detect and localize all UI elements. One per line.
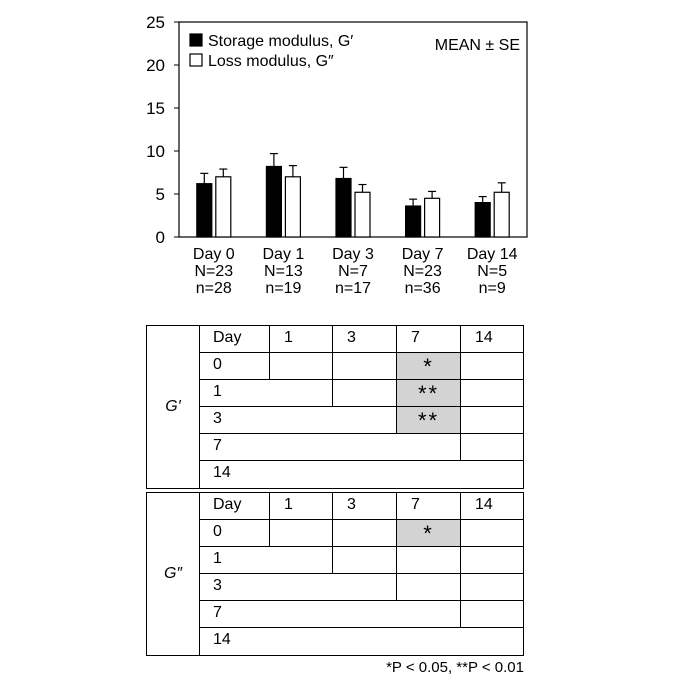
x-category-n: n=17 xyxy=(335,280,371,297)
table-cell xyxy=(461,574,523,601)
storage-bar xyxy=(196,183,213,238)
x-category-N: N=23 xyxy=(194,263,233,280)
legend-label-storage: Storage modulus, G′ xyxy=(208,33,353,50)
y-tick-label: 10 xyxy=(146,142,165,161)
table-header-cell: 3 xyxy=(333,493,397,520)
x-category-N: N=7 xyxy=(338,263,368,280)
x-category-label: Day 0 xyxy=(193,246,235,263)
loss-bar xyxy=(424,197,441,238)
table-cell xyxy=(461,407,523,434)
significance-footnote: *P < 0.05, **P < 0.01 xyxy=(386,659,524,676)
x-category-n: n=19 xyxy=(265,280,301,297)
table-header-cell: 1 xyxy=(270,326,333,353)
loss-bar xyxy=(284,176,301,238)
loss-bar xyxy=(215,176,232,238)
table-cell xyxy=(461,601,523,628)
significance-cell: * xyxy=(397,520,461,547)
storage-bar xyxy=(405,205,422,238)
table-side-column xyxy=(147,493,200,655)
x-category-N: N=23 xyxy=(403,263,442,280)
table-header-cell: Day xyxy=(199,326,270,353)
x-category-N: N=13 xyxy=(264,263,303,280)
storage-bar xyxy=(265,165,282,238)
y-tick-label: 5 xyxy=(156,185,165,204)
storage-bar xyxy=(474,202,491,238)
table-cell xyxy=(333,380,397,407)
table-cell xyxy=(461,520,523,547)
table-row-label: 3 xyxy=(199,407,397,434)
table-side-column xyxy=(147,326,200,488)
x-category-label: Day 3 xyxy=(332,246,374,263)
table-header-cell: 7 xyxy=(397,493,461,520)
table-header-cell: 7 xyxy=(397,326,461,353)
table-label: G″ xyxy=(163,565,183,582)
table-cell xyxy=(270,353,333,380)
y-tick-label: 0 xyxy=(156,228,165,247)
legend-swatch-loss xyxy=(189,53,203,67)
table-row-label: 1 xyxy=(199,380,333,407)
significance-cell: * xyxy=(397,353,461,380)
table-cell xyxy=(397,547,461,574)
table-cell xyxy=(333,547,397,574)
table-row-label: 14 xyxy=(213,631,231,648)
x-category-n: n=36 xyxy=(405,280,441,297)
x-category-n: n=9 xyxy=(479,280,506,297)
significance-cell: ** xyxy=(397,407,461,434)
table-header-cell: 1 xyxy=(270,493,333,520)
x-category-N: N=5 xyxy=(477,263,507,280)
table-cell xyxy=(461,434,523,461)
table-cell xyxy=(461,547,523,574)
table-cell xyxy=(270,520,333,547)
table-cell xyxy=(397,574,461,601)
table-row-label: 14 xyxy=(213,464,231,481)
table-row-label: 7 xyxy=(199,601,461,628)
plot-frame xyxy=(178,21,528,238)
loss-bar xyxy=(354,191,371,238)
table-label: G′ xyxy=(165,398,181,415)
table-header-cell: 3 xyxy=(333,326,397,353)
chart-annotation: MEAN ± SE xyxy=(435,37,520,54)
g-prime-significance-table: G′ Day 1 3 7 14 0 * 1 ** 3 ** 7 14 xyxy=(146,325,524,489)
table-cell xyxy=(333,353,397,380)
table-header-cell: Day xyxy=(199,493,270,520)
table-row-label: 0 xyxy=(199,520,270,547)
table-row-label: 7 xyxy=(199,434,461,461)
x-category-label: Day 7 xyxy=(402,246,444,263)
legend-label-loss: Loss modulus, G″ xyxy=(208,53,334,70)
y-tick-label: 15 xyxy=(146,99,165,118)
table-cell xyxy=(461,380,523,407)
x-category-label: Day 1 xyxy=(263,246,305,263)
g-double-prime-significance-table: G″ Day 1 3 7 14 0 * 1 3 7 14 xyxy=(146,492,524,656)
significance-cell: ** xyxy=(397,380,461,407)
table-row-label: 3 xyxy=(199,574,397,601)
table-header-cell: 14 xyxy=(461,326,523,353)
x-category-n: n=28 xyxy=(196,280,232,297)
table-cell xyxy=(333,520,397,547)
table-header-cell: 14 xyxy=(461,493,523,520)
x-category-label: Day 14 xyxy=(467,246,518,263)
table-row-label: 0 xyxy=(199,353,270,380)
y-tick-label: 25 xyxy=(146,13,165,32)
table-cell xyxy=(461,353,523,380)
table-row-label: 1 xyxy=(199,547,333,574)
y-tick-label: 20 xyxy=(146,56,165,75)
loss-bar xyxy=(493,191,510,238)
storage-bar xyxy=(335,177,352,238)
legend-swatch-storage xyxy=(189,33,203,47)
